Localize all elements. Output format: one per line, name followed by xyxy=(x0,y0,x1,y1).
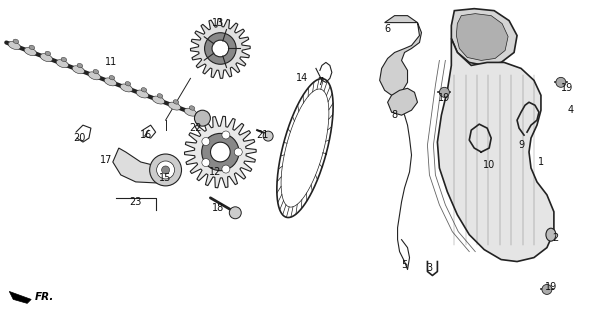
Circle shape xyxy=(202,138,210,146)
Ellipse shape xyxy=(104,78,116,86)
Polygon shape xyxy=(437,38,554,261)
Polygon shape xyxy=(277,79,333,218)
Ellipse shape xyxy=(141,88,147,92)
Text: 21: 21 xyxy=(256,130,268,140)
Circle shape xyxy=(439,87,449,97)
Ellipse shape xyxy=(61,57,67,62)
Polygon shape xyxy=(388,88,418,115)
Circle shape xyxy=(205,33,236,64)
Ellipse shape xyxy=(77,63,83,68)
Ellipse shape xyxy=(13,39,19,44)
Circle shape xyxy=(212,40,229,57)
Circle shape xyxy=(202,133,239,171)
Polygon shape xyxy=(9,292,31,303)
Ellipse shape xyxy=(546,228,556,241)
Text: 20: 20 xyxy=(73,133,85,143)
Ellipse shape xyxy=(72,66,85,74)
Polygon shape xyxy=(113,148,179,184)
Circle shape xyxy=(222,131,230,139)
Ellipse shape xyxy=(189,106,195,110)
Text: 18: 18 xyxy=(212,203,224,213)
Circle shape xyxy=(229,207,241,219)
Polygon shape xyxy=(451,9,517,65)
Ellipse shape xyxy=(45,51,51,56)
Circle shape xyxy=(556,77,566,87)
Text: 5: 5 xyxy=(401,260,407,269)
Circle shape xyxy=(157,161,175,179)
Circle shape xyxy=(149,154,182,186)
Ellipse shape xyxy=(168,102,181,110)
Text: 19: 19 xyxy=(561,83,573,93)
Text: 6: 6 xyxy=(385,24,391,34)
Text: 3: 3 xyxy=(427,262,433,273)
Text: 7: 7 xyxy=(317,77,323,87)
Text: 11: 11 xyxy=(104,57,117,68)
Circle shape xyxy=(542,284,552,294)
Text: 15: 15 xyxy=(160,173,172,183)
Ellipse shape xyxy=(93,69,99,74)
Text: FR.: FR. xyxy=(35,292,55,302)
Text: 12: 12 xyxy=(209,167,221,177)
Text: 19: 19 xyxy=(438,93,451,103)
Text: 19: 19 xyxy=(545,283,557,292)
Text: 14: 14 xyxy=(296,73,308,83)
Text: 9: 9 xyxy=(518,140,524,150)
Circle shape xyxy=(263,131,273,141)
Circle shape xyxy=(194,110,211,126)
Ellipse shape xyxy=(8,42,20,50)
Ellipse shape xyxy=(136,90,149,98)
Ellipse shape xyxy=(40,54,52,62)
Ellipse shape xyxy=(157,94,163,98)
Circle shape xyxy=(202,159,210,166)
Ellipse shape xyxy=(184,108,197,116)
Ellipse shape xyxy=(125,82,131,86)
Polygon shape xyxy=(190,19,250,78)
Circle shape xyxy=(234,148,242,156)
Ellipse shape xyxy=(24,48,37,56)
Circle shape xyxy=(161,166,170,174)
Ellipse shape xyxy=(120,84,133,92)
Circle shape xyxy=(222,165,230,173)
Ellipse shape xyxy=(29,45,35,50)
Text: 16: 16 xyxy=(140,130,152,140)
Text: 10: 10 xyxy=(483,160,496,170)
Ellipse shape xyxy=(173,100,179,104)
Polygon shape xyxy=(380,16,421,95)
Ellipse shape xyxy=(88,72,101,80)
Text: 13: 13 xyxy=(212,18,224,28)
Text: 23: 23 xyxy=(130,197,142,207)
Text: 22: 22 xyxy=(189,123,202,133)
Text: 4: 4 xyxy=(568,105,574,115)
Ellipse shape xyxy=(109,76,115,80)
Ellipse shape xyxy=(56,60,68,68)
Text: 1: 1 xyxy=(538,157,544,167)
Ellipse shape xyxy=(152,96,164,104)
Circle shape xyxy=(211,142,230,162)
Polygon shape xyxy=(185,116,256,188)
Polygon shape xyxy=(457,14,508,60)
Text: 17: 17 xyxy=(100,155,112,165)
Text: 8: 8 xyxy=(392,110,398,120)
Text: 2: 2 xyxy=(552,233,558,243)
